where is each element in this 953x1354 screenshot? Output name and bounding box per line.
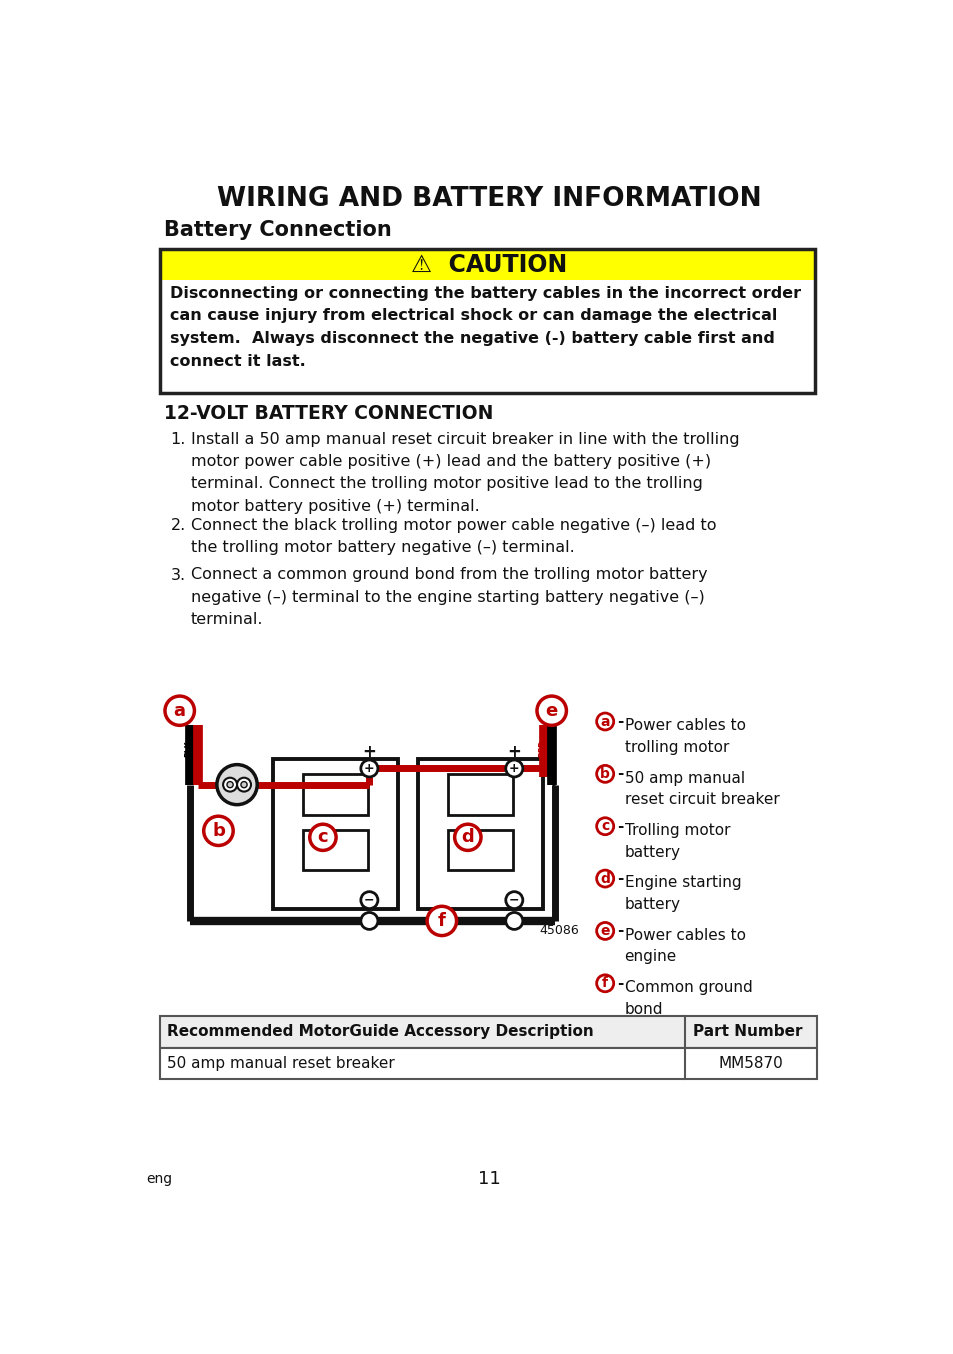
Text: -: - xyxy=(617,871,622,886)
Text: Connect the black trolling motor power cable negative (–) lead to
the trolling m: Connect the black trolling motor power c… xyxy=(191,519,716,555)
Circle shape xyxy=(505,913,522,929)
Text: -: - xyxy=(617,766,622,781)
Text: c: c xyxy=(317,829,328,846)
Text: Disconnecting or connecting the battery cables in the incorrect order
can cause : Disconnecting or connecting the battery … xyxy=(171,286,801,370)
Bar xyxy=(159,1048,816,1079)
Bar xyxy=(447,774,513,815)
Text: Power cables to
trolling motor: Power cables to trolling motor xyxy=(624,719,744,756)
Circle shape xyxy=(596,871,613,887)
Text: Install a 50 amp manual reset circuit breaker in line with the trolling
motor po: Install a 50 amp manual reset circuit br… xyxy=(191,432,739,513)
Text: MM5870: MM5870 xyxy=(718,1056,782,1071)
Text: WIRING AND BATTERY INFORMATION: WIRING AND BATTERY INFORMATION xyxy=(216,187,760,213)
Text: Connect a common ground bond from the trolling motor battery
negative (–) termin: Connect a common ground bond from the tr… xyxy=(191,567,706,627)
Text: Battery Connection: Battery Connection xyxy=(164,221,392,240)
Text: +: + xyxy=(362,742,375,761)
Text: −: − xyxy=(362,911,375,929)
Bar xyxy=(159,279,815,394)
Circle shape xyxy=(165,696,194,726)
Text: −: − xyxy=(507,911,520,929)
Circle shape xyxy=(227,781,233,788)
Text: c: c xyxy=(600,819,609,833)
Circle shape xyxy=(310,825,335,850)
Text: Power cables to
engine: Power cables to engine xyxy=(624,927,744,964)
Text: RED: RED xyxy=(193,739,203,757)
Bar xyxy=(159,1016,816,1048)
Text: 50 amp manual
reset circuit breaker: 50 amp manual reset circuit breaker xyxy=(624,770,779,807)
Bar xyxy=(417,760,542,910)
Circle shape xyxy=(241,781,247,788)
Text: RED: RED xyxy=(538,739,547,757)
Text: e: e xyxy=(599,923,609,938)
Circle shape xyxy=(596,714,613,730)
Text: -: - xyxy=(617,923,622,938)
Circle shape xyxy=(455,825,480,850)
Text: BLK: BLK xyxy=(548,741,558,757)
Circle shape xyxy=(427,906,456,936)
Circle shape xyxy=(596,765,613,783)
Text: b: b xyxy=(599,766,610,781)
Bar xyxy=(302,774,368,815)
Text: -: - xyxy=(617,714,622,728)
Text: Recommended MotorGuide Accessory Description: Recommended MotorGuide Accessory Descrip… xyxy=(167,1025,594,1040)
Text: a: a xyxy=(599,715,609,728)
Circle shape xyxy=(204,816,233,845)
Circle shape xyxy=(537,696,566,726)
Text: d: d xyxy=(461,829,474,846)
Text: 12-VOLT BATTERY CONNECTION: 12-VOLT BATTERY CONNECTION xyxy=(164,403,493,422)
Bar xyxy=(273,760,397,910)
Text: f: f xyxy=(437,913,445,930)
Bar xyxy=(447,830,513,871)
Bar xyxy=(159,1016,816,1048)
Text: Trolling motor
battery: Trolling motor battery xyxy=(624,823,729,860)
Text: -: - xyxy=(617,976,622,991)
Bar xyxy=(302,830,368,871)
Circle shape xyxy=(360,913,377,929)
Text: +: + xyxy=(507,742,520,761)
Text: Engine starting
battery: Engine starting battery xyxy=(624,876,740,913)
Text: 3.: 3. xyxy=(171,567,185,582)
Bar xyxy=(159,249,815,394)
Circle shape xyxy=(596,975,613,991)
Bar xyxy=(159,249,815,394)
Text: −: − xyxy=(509,894,519,907)
Text: -: - xyxy=(617,819,622,834)
Circle shape xyxy=(236,777,251,792)
Text: ⚠  CAUTION: ⚠ CAUTION xyxy=(411,253,566,276)
Text: Common ground
bond: Common ground bond xyxy=(624,980,752,1017)
Text: 1.: 1. xyxy=(171,432,186,447)
Text: eng: eng xyxy=(146,1171,172,1186)
Text: +: + xyxy=(364,762,375,774)
Text: +: + xyxy=(509,762,519,774)
Circle shape xyxy=(505,892,522,909)
Text: Part Number: Part Number xyxy=(692,1025,801,1040)
Circle shape xyxy=(360,760,377,777)
Text: 2.: 2. xyxy=(171,519,186,533)
Text: d: d xyxy=(599,872,610,886)
Circle shape xyxy=(596,818,613,834)
Circle shape xyxy=(505,760,522,777)
Circle shape xyxy=(596,922,613,940)
Text: f: f xyxy=(601,976,608,990)
Text: a: a xyxy=(173,701,186,720)
Circle shape xyxy=(216,765,257,804)
Text: 50 amp manual reset breaker: 50 amp manual reset breaker xyxy=(167,1056,395,1071)
Text: 11: 11 xyxy=(477,1170,499,1187)
Text: b: b xyxy=(212,822,225,839)
Text: 45086: 45086 xyxy=(538,925,578,937)
Circle shape xyxy=(360,892,377,909)
Text: −: − xyxy=(364,894,375,907)
Circle shape xyxy=(223,777,236,792)
Text: e: e xyxy=(545,701,558,720)
Text: BLK: BLK xyxy=(184,741,193,757)
